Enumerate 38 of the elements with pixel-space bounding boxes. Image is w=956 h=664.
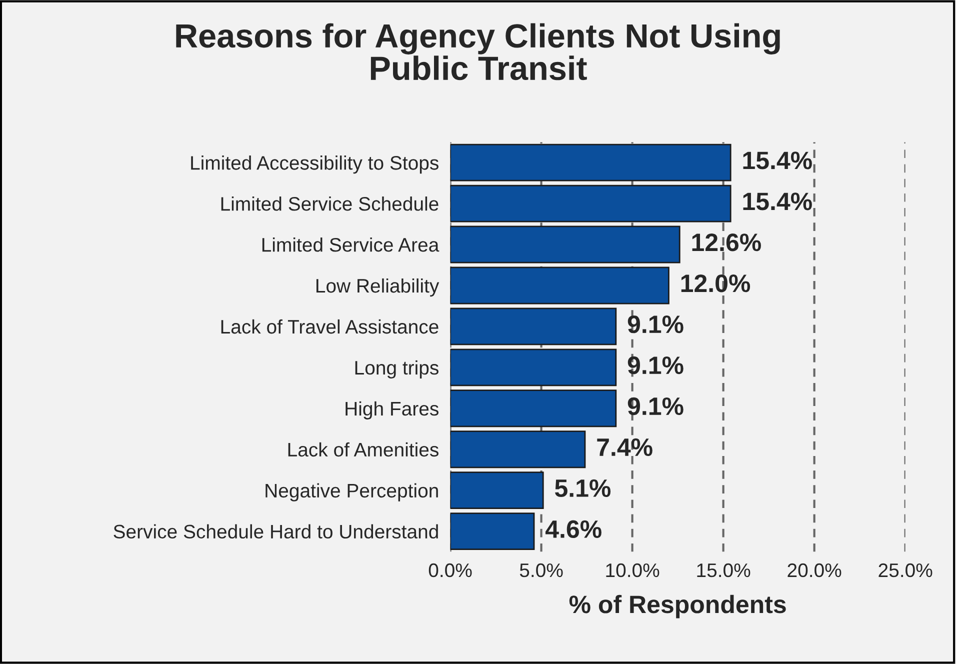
x-tick-label: 20.0% [788,563,842,578]
bar [450,472,544,510]
bar [450,308,617,346]
bar [450,266,670,304]
y-tick-label: Negative Perception [266,483,438,502]
bar [450,184,732,222]
data-label: 9.1% [628,315,684,334]
bar [450,430,586,468]
x-tick-label: 25.0% [878,563,932,578]
data-label: 12.6% [692,234,761,252]
data-label: 15.4% [743,152,812,170]
x-axis-title: % of Respondents [569,594,786,618]
data-label: 4.6% [545,520,602,538]
data-label: 9.1% [628,397,684,416]
y-tick-label: Long trips [355,360,438,379]
y-tick-label: High Fares [346,401,438,420]
x-tick-label: 15.0% [697,563,750,578]
chart-title: Reasons for Agency Clients Not Using Public Transit [176,23,780,80]
bar [450,226,680,264]
y-tick-label: Service Schedule Hard to Understand [114,524,438,539]
y-tick-label: Low Reliability [316,278,440,297]
x-tick-label: 0.0% [428,563,472,578]
y-tick-label: Lack of Travel Assistance [221,319,438,334]
y-tick-label: Lack of Amenities [288,442,438,457]
data-label: 12.0% [681,274,750,292]
x-tick-label: 5.0% [520,563,563,578]
data-label: 5.1% [554,479,611,498]
y-tick-label: Limited Service Schedule [221,196,438,211]
y-tick-label: Limited Service Area [262,237,440,252]
data-label: 9.1% [628,356,684,374]
data-label: 15.4% [743,192,812,210]
y-tick-label: Limited Accessibility to Stops [191,156,438,174]
data-label: 7.4% [597,438,652,456]
bar [450,390,617,428]
bar [450,348,617,386]
bar [450,512,535,550]
x-tick-label: 10.0% [606,563,660,578]
bar [450,144,732,182]
